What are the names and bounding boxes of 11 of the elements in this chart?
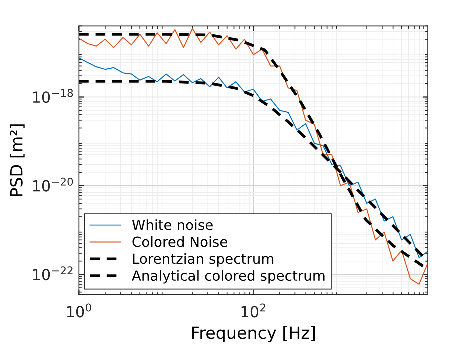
y-axis-title: PSD [m²] <box>10 124 25 196</box>
legend-label: Lorentzian spectrum <box>133 253 274 267</box>
x-tick-label: 10$^{2}$ <box>242 304 266 318</box>
x-axis-title: Frequency [Hz] <box>192 326 315 342</box>
legend-label: White noise <box>132 220 213 230</box>
legend-label: Colored Noise <box>132 236 228 248</box>
y-tick-label: 10$^{−20}$ <box>33 178 74 192</box>
y-tick-label: 10$^{−18}$ <box>33 89 74 104</box>
y-tick-label: 10$^{−22}$ <box>33 266 73 281</box>
legend-label: Analytical colored spectrum <box>132 270 325 284</box>
x-tick-label: 10$^{0}$ <box>67 304 92 318</box>
